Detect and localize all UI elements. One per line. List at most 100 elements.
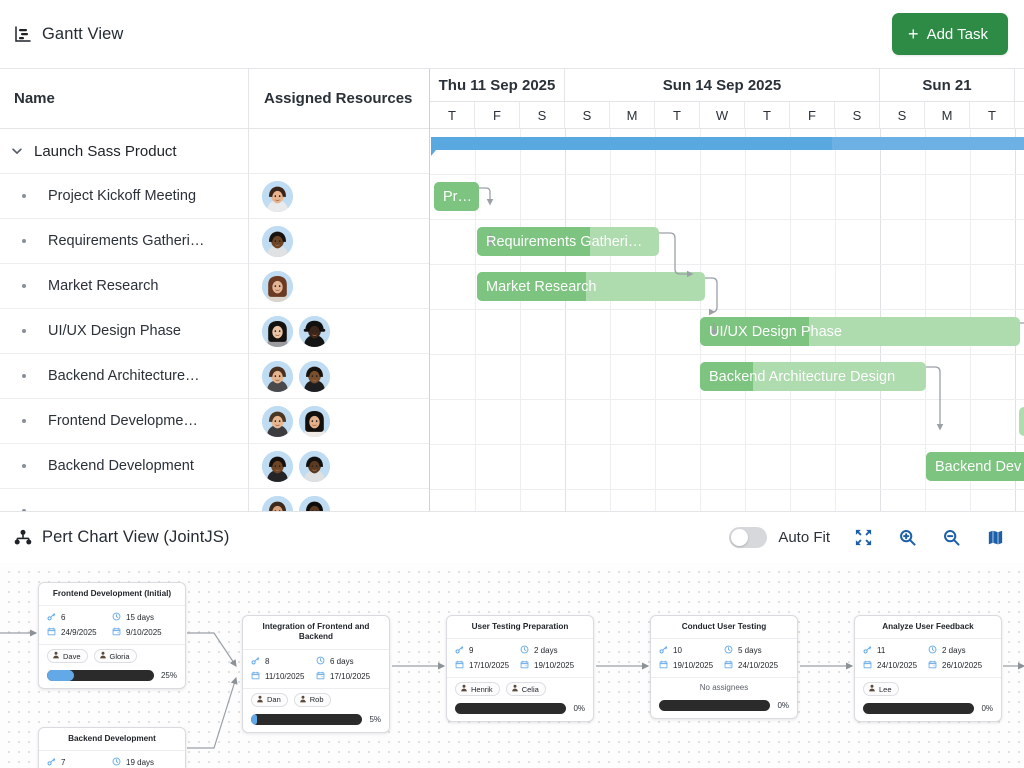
timeline-day-label: F [475,102,520,128]
assigned-resources-cell[interactable] [249,444,429,489]
person-icon [299,695,307,705]
key-icon [47,612,56,623]
assignee-chip[interactable]: Rob [293,692,331,707]
pert-node[interactable]: Analyze User Feedback 11 2 days 24/10/20… [854,615,1002,723]
assigned-resources-cell[interactable] [249,309,429,354]
pert-title: Pert Chart View (JointJS) [42,528,230,546]
start-date: 19/10/2025 [673,661,714,671]
summary-progress-fill [431,137,832,150]
chevron-down-icon[interactable] [0,144,34,158]
fit-screen-icon[interactable] [852,527,874,549]
gantt-task-bar[interactable] [1019,407,1024,436]
pert-node-id: 7 [47,757,112,768]
connector-arrow [479,187,494,206]
assignee-chip[interactable]: Lee [863,682,899,697]
assignee-chip[interactable]: Dave [47,649,88,664]
assignee-chip[interactable]: Gloria [93,649,137,664]
task-id: 6 [61,613,66,623]
pert-node[interactable]: Backend Development 7 19 days [38,727,186,768]
map-icon[interactable] [984,527,1006,549]
pert-node-id: 11 [863,645,928,656]
gantt-task-row[interactable]: Frontend Developme… [0,399,248,444]
avatar [262,225,293,257]
duration: 2 days [534,646,558,656]
auto-fit-toggle[interactable] [729,527,768,548]
pert-node-progress: 0% [651,698,797,718]
duration: 19 days [126,758,155,768]
pert-node-start: 24/10/2025 [863,660,928,671]
pert-node-title: Conduct User Testing [651,616,797,640]
grid-hline [430,174,1024,175]
plus-icon: + [908,24,919,44]
gantt-task-row[interactable]: Market Research [0,264,248,309]
gantt-resources-column: Assigned Resources [249,69,430,511]
gantt-body: Name Launch Sass Product Project Kickoff… [0,68,1024,511]
gantt-summary-bar[interactable] [431,137,1024,150]
pert-node-title: Backend Development [39,728,185,752]
gantt-task-row[interactable]: Requirements Gatheri… [0,219,248,264]
grid-vline [565,129,566,511]
assigned-resources-cell[interactable] [249,264,429,309]
pert-node-assignees: Lee [855,677,1001,701]
grid-hline [430,399,1024,400]
task-name: Backend Development [48,458,194,474]
pert-node[interactable]: Frontend Development (Initial) 6 15 days… [38,582,186,690]
pert-node-progress: 25% [39,668,185,688]
gantt-task-bar[interactable]: Requirements Gatheri… [477,227,659,256]
gantt-task-bar[interactable]: UI/UX Design Phase [700,317,1020,346]
zoom-in-icon[interactable] [896,527,918,549]
pert-node-no-assignees: No assignees [651,677,797,698]
add-task-button[interactable]: + Add Task [892,13,1008,55]
timeline-month-label: Sun 14 Sep 2025 [565,69,880,101]
gantt-task-bar[interactable]: Market Research [477,272,705,301]
bar-progress-fill [477,227,590,256]
grid-vline [655,129,656,511]
gantt-task-bar[interactable]: Pr… [434,182,479,211]
pert-node[interactable]: User Testing Preparation 9 2 days 17/10/… [446,615,594,723]
task-bullet-icon [0,194,48,198]
gantt-task-bar[interactable]: Backend Dev [926,452,1024,481]
gantt-task-row[interactable]: Backend Architecture… [0,354,248,399]
gantt-group-row[interactable]: Launch Sass Product [0,129,248,174]
assigned-resources-cell[interactable] [249,174,429,219]
assigned-resources-cell[interactable] [249,129,429,174]
pert-node-title: Integration of Frontend and Backend [243,616,389,650]
gantt-task-row[interactable] [0,489,248,511]
zoom-out-icon[interactable] [940,527,962,549]
add-task-label: Add Task [926,25,988,43]
start-date: 17/10/2025 [469,661,510,671]
pert-node[interactable]: Integration of Frontend and Backend 8 6 … [242,615,390,733]
timeline-day-label: F [790,102,835,128]
calendar-start-icon [251,671,260,682]
timeline-day-label: W [700,102,745,128]
pert-header: Pert Chart View (JointJS) Auto Fit [0,512,1024,563]
gantt-task-row[interactable]: Backend Development [0,444,248,489]
assignee-chip[interactable]: Celia [505,682,546,697]
assigned-resources-cell[interactable] [249,489,429,511]
gantt-task-row[interactable]: UI/UX Design Phase [0,309,248,354]
gantt-task-bar[interactable]: Backend Architecture Design [700,362,926,391]
grid-hline [430,489,1024,490]
assigned-resources-cell[interactable] [249,354,429,399]
pert-toolbar: Auto Fit [729,527,1006,549]
timeline-day-label: S [835,102,880,128]
end-date: 19/10/2025 [534,661,575,671]
avatar [262,405,293,437]
timeline-month-label: Sun 21 [880,69,1015,101]
gantt-task-row[interactable]: Project Kickoff Meeting [0,174,248,219]
bar-background [1019,407,1024,436]
clock-icon [112,757,121,768]
progress-track [659,700,771,712]
grid-hline [430,264,1024,265]
assignee-chip[interactable]: Dan [251,692,288,707]
assigned-resources-cell[interactable] [249,399,429,444]
assignee-chip[interactable]: Henrik [455,682,500,697]
task-name: Launch Sass Product [34,142,177,160]
task-name: Frontend Developme… [48,413,198,429]
pert-node-end: 24/10/2025 [724,660,789,671]
assigned-resources-cell[interactable] [249,219,429,264]
connector-arrow [705,277,718,316]
pert-canvas[interactable]: Frontend Development (Initial) 6 15 days… [0,563,1024,768]
pert-node[interactable]: Conduct User Testing 10 5 days 19/10/202… [650,615,798,720]
